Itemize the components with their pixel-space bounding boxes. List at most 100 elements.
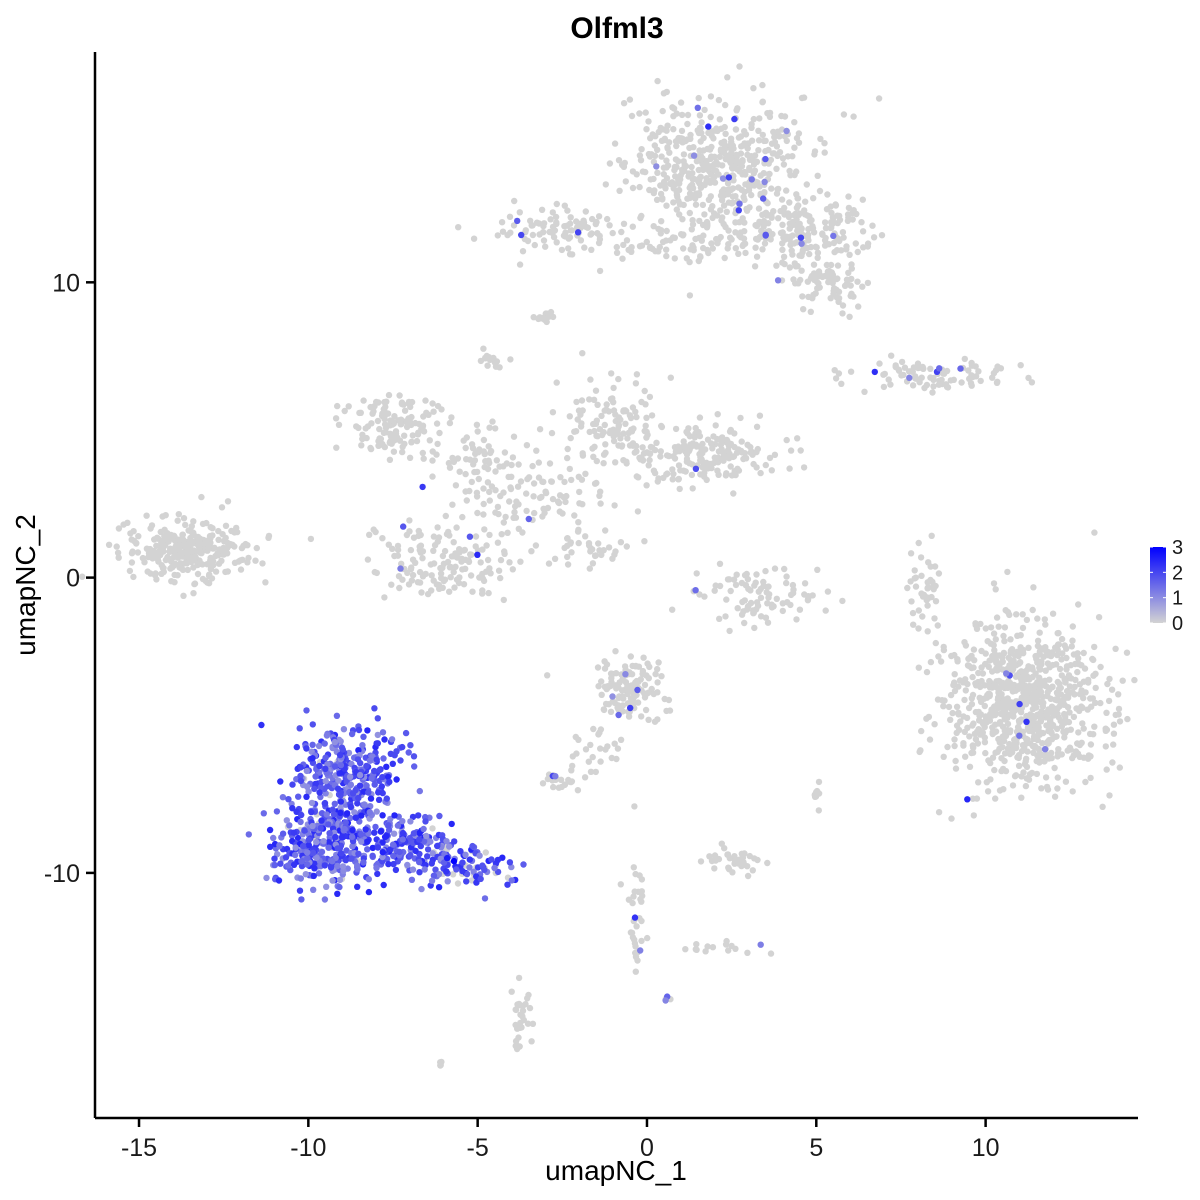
scatter-point [462,444,469,452]
scatter-point [981,734,988,741]
scatter-point [871,368,878,376]
scatter-point [1051,764,1058,772]
scatter-point [990,370,998,377]
scatter-point [411,763,418,770]
scatter-point [325,839,332,846]
scatter-point [410,830,418,837]
scatter-point [507,356,514,363]
scatter-point [400,523,407,530]
scatter-point [339,746,346,753]
scatter-point [612,670,620,677]
scatter-point [332,833,339,841]
scatter-point [298,811,305,819]
scatter-point [736,168,743,175]
scatter-point [712,582,719,589]
x-tick-label: 10 [972,1134,1000,1162]
scatter-point [831,367,838,374]
scatter-point [791,119,798,126]
scatter-point [740,235,748,242]
scatter-point [357,409,364,416]
scatter-point [590,396,598,403]
scatter-point [366,809,373,816]
scatter-point [391,812,398,819]
scatter-point [309,721,316,728]
scatter-point [968,695,975,702]
scatter-point [466,533,474,540]
scatter-point [595,731,602,738]
scatter-point [908,598,915,605]
scatter-point [529,1020,537,1027]
scatter-point [729,185,737,192]
x-tick-label: -15 [121,1134,157,1162]
scatter-point [430,577,437,584]
scatter-point [577,423,585,430]
scatter-point [990,630,998,637]
scatter-point [929,578,936,586]
scatter-point [399,818,406,825]
scatter-point [729,869,736,876]
scatter-point [738,447,745,455]
y-tick-label: -10 [44,860,80,888]
scatter-point [552,213,560,221]
scatter-point [843,276,851,283]
scatter-point [600,460,607,467]
scatter-point [297,764,304,771]
scatter-point [730,490,737,497]
scatter-point [1115,711,1122,718]
scatter-point [458,558,465,565]
scatter-point [982,749,989,757]
scatter-point [480,448,487,455]
scatter-point [955,683,962,690]
scatter-point [413,437,421,445]
scatter-point [1018,747,1026,755]
scatter-point [521,235,529,243]
scatter-point [470,461,477,468]
scatter-point [602,527,609,534]
scatter-point [273,808,281,815]
scatter-point [158,570,165,577]
scatter-point [733,151,740,159]
scatter-point [1092,684,1099,692]
scatter-point [454,880,462,887]
scatter-point [162,512,169,519]
scatter-point [303,793,310,800]
scatter-point [147,570,154,577]
scatter-point [969,722,976,729]
scatter-point [494,232,501,239]
scatter-point [693,158,701,165]
scatter-point [1106,792,1113,799]
scatter-point [463,878,470,885]
scatter-point [721,845,728,852]
scatter-point [700,134,707,142]
scatter-point [1012,687,1019,694]
scatter-point [1001,716,1008,723]
scatter-point [918,572,925,579]
scatter-point [994,748,1001,755]
scatter-point [441,547,449,555]
scatter-point [624,435,631,442]
scatter-point [726,627,733,635]
scatter-point [859,228,867,235]
scatter-point [944,743,951,751]
scatter-point [672,156,680,163]
scatter-point [627,929,635,936]
scatter-point [824,588,832,595]
scatter-point [632,968,639,975]
scatter-point [1024,748,1031,755]
scatter-point [657,453,664,460]
scatter-point [1016,732,1023,739]
scatter-point [245,831,252,838]
scatter-point [631,914,639,921]
scatter-point [212,552,219,560]
scatter-point [996,787,1004,794]
scatter-point [597,745,604,752]
scatter-point [368,775,375,782]
scatter-point [934,622,941,629]
scatter-point [836,216,844,224]
scatter-point [991,766,998,774]
scatter-point [482,849,489,856]
scatter-point [887,381,894,388]
scatter-point [453,866,460,873]
scatter-point [650,175,657,183]
scatter-point [643,482,650,489]
